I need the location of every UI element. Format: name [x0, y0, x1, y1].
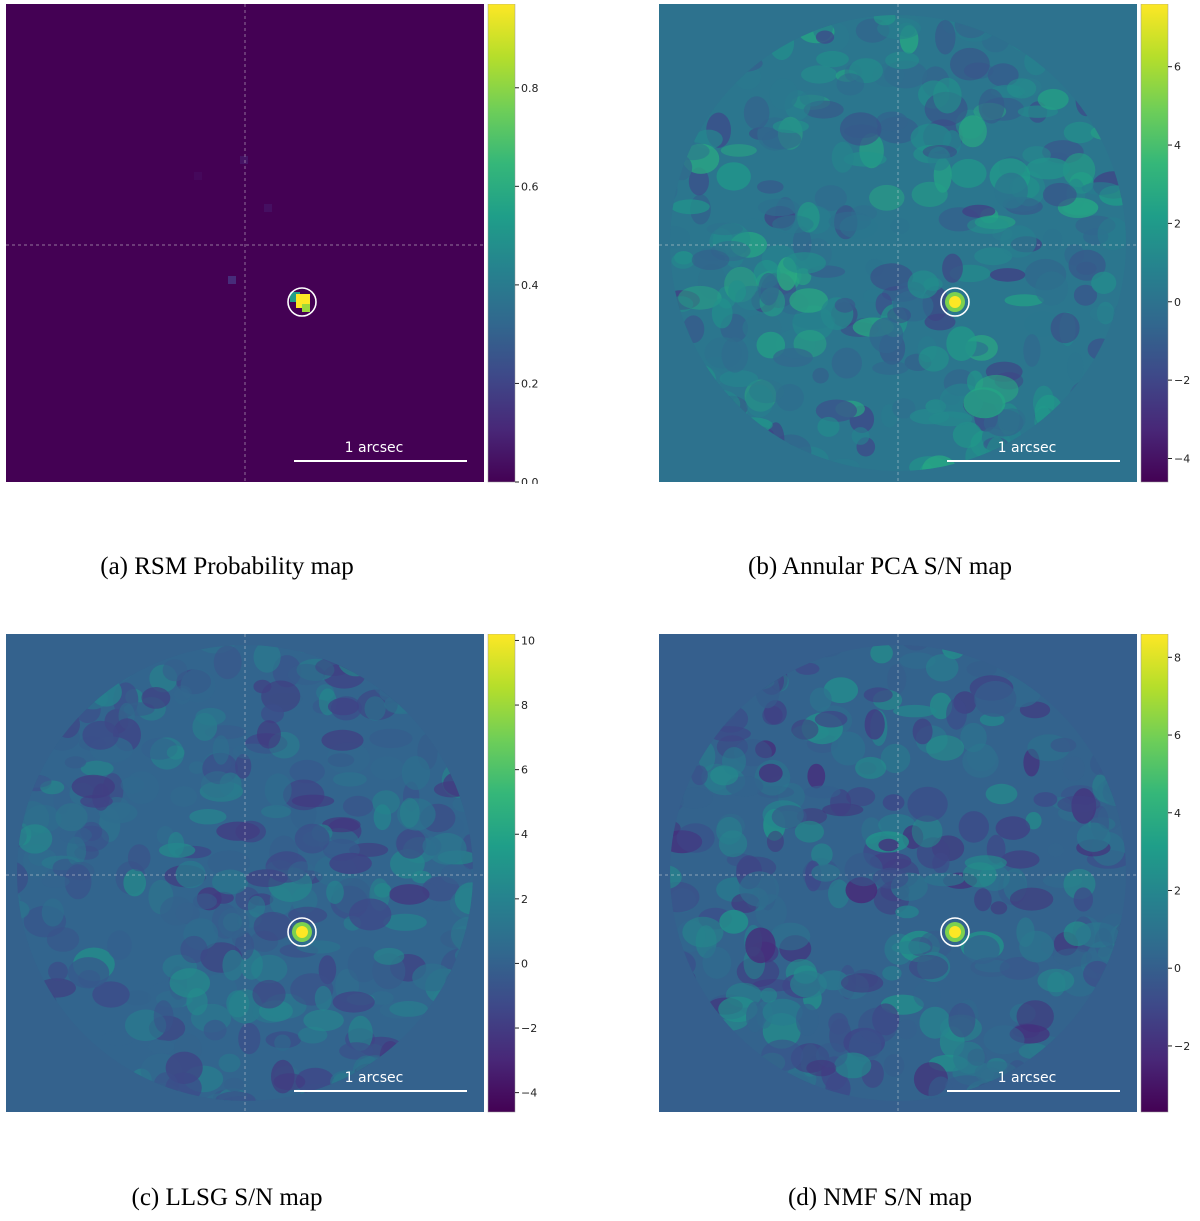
detection-circle — [940, 287, 970, 317]
colorbar-tick-label: 0.0 — [521, 476, 539, 484]
colorbar-tick-label: 2 — [1174, 884, 1181, 897]
colorbar — [1140, 634, 1169, 1113]
image-background — [6, 4, 484, 482]
panel-c-plot: 1 arcsec −4 −2 0 2 4 6 8 10 — [6, 634, 537, 1113]
panel-a: 1 arcsec 0.0 0.2 0.4 0.6 0.8 — [6, 4, 546, 484]
colorbar-tick-label: 2 — [521, 893, 528, 906]
colorbar-tick-label: 0.8 — [521, 82, 539, 95]
scale-bar-label: 1 arcsec — [998, 440, 1057, 456]
detection-circle — [287, 287, 317, 317]
colorbar-tick-label: 0 — [1174, 962, 1181, 975]
colorbar-tick-label: 8 — [521, 699, 528, 712]
colorbar-tick-label: 0 — [521, 957, 528, 970]
caption-d: (d) NMF S/N map — [787, 1184, 973, 1211]
scale-bar-label: 1 arcsec — [345, 1070, 404, 1086]
colorbar-tick-label: 4 — [521, 828, 528, 841]
colorbar-tick-label: −2 — [521, 1022, 537, 1035]
colorbar-tick-label: 10 — [521, 634, 535, 647]
colorbar-tick-label: 2 — [1174, 217, 1181, 230]
scale-bar-label: 1 arcsec — [998, 1070, 1057, 1086]
colorbar-tick-label: −4 — [521, 1087, 537, 1100]
detection-circle — [287, 917, 317, 947]
colorbar-tick-label: 6 — [521, 764, 528, 777]
image-pixels — [194, 156, 310, 312]
colorbar-tick-label: −4 — [1174, 452, 1190, 465]
caption-c: (c) LLSG S/N map — [131, 1184, 323, 1211]
colorbar-tick-label: −2 — [1174, 1040, 1190, 1053]
colorbar-tick-label: 6 — [1174, 61, 1181, 74]
panel-a-plot: 1 arcsec 0.0 0.2 0.4 0.6 0.8 — [6, 4, 539, 484]
colorbar-tick-label: 0 — [1174, 296, 1181, 309]
detection-circle — [940, 917, 970, 947]
colorbar-tick-label: 4 — [1174, 139, 1181, 152]
colorbar-tick-label: 0.6 — [521, 180, 539, 193]
panel-d-plot: 1 arcsec −2 0 2 4 6 8 — [659, 634, 1190, 1113]
caption-a: (a) RSM Probability map — [100, 553, 354, 580]
colorbar-tick-label: 8 — [1174, 651, 1181, 664]
colorbar — [487, 634, 516, 1113]
panel-c: 1 arcsec −4 −2 0 2 4 6 8 10 — [6, 634, 546, 1114]
colorbar-tick-label: 0.4 — [521, 279, 539, 292]
colorbar — [1140, 4, 1169, 483]
colorbar-tick-label: −2 — [1174, 374, 1190, 387]
scale-bar-label: 1 arcsec — [345, 440, 404, 456]
caption-b: (b) Annular PCA S/N map — [748, 553, 1012, 580]
panel-d: 1 arcsec −2 0 2 4 6 8 — [659, 634, 1199, 1114]
colorbar — [487, 4, 516, 483]
panel-b: 1 arcsec −4 −2 0 2 4 6 — [659, 4, 1199, 484]
panel-b-plot: 1 arcsec −4 −2 0 2 4 6 — [659, 4, 1190, 483]
colorbar-tick-label: 6 — [1174, 729, 1181, 742]
colorbar-tick-label: 0.2 — [521, 377, 539, 390]
colorbar-tick-label: 4 — [1174, 807, 1181, 820]
